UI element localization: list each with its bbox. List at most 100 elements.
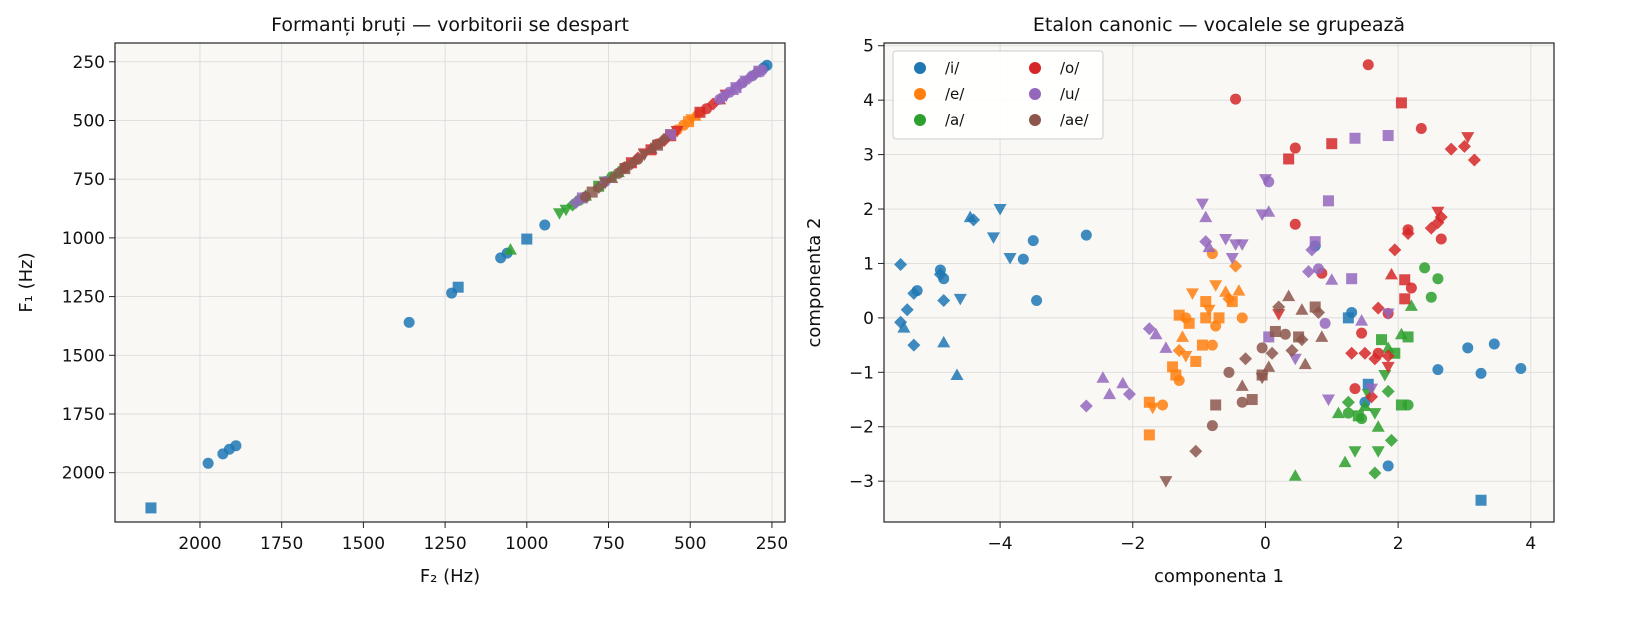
data-point [953, 293, 967, 306]
chart-title: Etalon canonic — vocalele se grupează [1033, 14, 1405, 36]
data-point [1167, 361, 1179, 373]
data-point [1381, 308, 1395, 321]
data-point [1183, 317, 1195, 329]
data-point [1263, 176, 1275, 188]
data-point [1326, 138, 1338, 150]
data-point [670, 126, 684, 138]
data-point [1279, 328, 1291, 340]
data-point [1236, 312, 1248, 324]
data-point [1381, 384, 1395, 398]
legend-marker [1029, 88, 1041, 100]
x-tick-label: 1000 [505, 534, 548, 554]
data-point [1389, 347, 1401, 359]
data-point [1272, 300, 1286, 314]
legend-label: /e/ [945, 85, 965, 103]
data-point [1289, 218, 1301, 230]
data-point [1399, 293, 1411, 305]
data-point [1146, 402, 1160, 415]
data-point [1425, 291, 1437, 303]
legend-item: /ae/ [1029, 111, 1089, 129]
y-tick-label: 1500 [62, 346, 105, 366]
data-point [937, 293, 951, 307]
x-tick-label: 1500 [342, 534, 385, 554]
data-point [1365, 390, 1379, 404]
legend-marker [1029, 114, 1041, 126]
data-point [907, 338, 921, 352]
y-axis-label: componenta 2 [804, 217, 825, 347]
data-point [1342, 407, 1354, 419]
data-point [897, 321, 911, 333]
data-point [521, 233, 533, 245]
legend-item: /u/ [1029, 85, 1081, 103]
y-tick-label: 0 [863, 309, 874, 329]
data-point [1356, 327, 1368, 339]
y-tick-label: 1 [863, 254, 874, 274]
data-point [202, 457, 214, 469]
data-point [1142, 322, 1156, 336]
data-point [1321, 394, 1335, 407]
x-tick-label: 2000 [178, 534, 221, 554]
x-tick-label: 1750 [260, 534, 303, 554]
data-point [986, 232, 1000, 244]
data-point [592, 180, 606, 194]
data-point [1415, 122, 1427, 134]
y-tick-label: −2 [849, 418, 874, 438]
legend-marker [1029, 62, 1041, 74]
data-point [1272, 309, 1286, 321]
data-point [1185, 288, 1199, 300]
data-point [1322, 195, 1334, 207]
x-tick-label: 2 [1393, 534, 1404, 554]
legend-item: /o/ [1029, 59, 1080, 77]
y-tick-label: −1 [849, 363, 874, 383]
x-tick-label: 4 [1525, 534, 1536, 554]
data-point [586, 186, 598, 198]
data-point [1103, 387, 1117, 400]
data-point [1358, 399, 1372, 412]
data-point [1365, 383, 1379, 396]
data-point [1309, 301, 1321, 313]
legend-marker [914, 62, 926, 74]
data-point [1475, 367, 1487, 379]
data-point [1176, 330, 1190, 342]
data-point [1282, 289, 1296, 302]
data-point [1382, 130, 1394, 142]
y-tick-label: 5 [863, 37, 874, 57]
data-point [1210, 399, 1222, 411]
data-point [1223, 366, 1235, 378]
data-point [1372, 347, 1384, 359]
data-point [756, 64, 768, 76]
data-point [1388, 243, 1402, 257]
data-point [1405, 282, 1417, 294]
data-point [652, 139, 664, 151]
data-point [1236, 396, 1248, 408]
data-point [1298, 357, 1312, 370]
legend-marker [914, 88, 926, 100]
data-point [1079, 399, 1093, 413]
data-point [1256, 342, 1268, 354]
data-point [1349, 383, 1361, 395]
data-point [1202, 304, 1216, 317]
data-point [1190, 355, 1202, 367]
data-point [1283, 153, 1295, 165]
data-point [1159, 341, 1173, 353]
data-point [1331, 406, 1345, 419]
data-point [619, 163, 631, 175]
data-point [1170, 369, 1182, 381]
data-point [1199, 210, 1213, 223]
data-point [1371, 301, 1385, 315]
data-point [694, 106, 706, 118]
data-point [1515, 363, 1527, 375]
legend-label: /a/ [945, 111, 965, 129]
legend-label: /o/ [1060, 59, 1080, 77]
data-point [1235, 379, 1249, 391]
data-point [1384, 433, 1398, 447]
y-tick-label: −3 [849, 472, 874, 492]
data-point [1462, 342, 1474, 354]
data-point [657, 132, 671, 146]
y-tick-label: 2 [863, 200, 874, 220]
legend-item: /e/ [914, 85, 965, 103]
data-point [1200, 296, 1212, 308]
data-point [1206, 420, 1218, 432]
y-axis-label: F₁ (Hz) [16, 252, 37, 312]
